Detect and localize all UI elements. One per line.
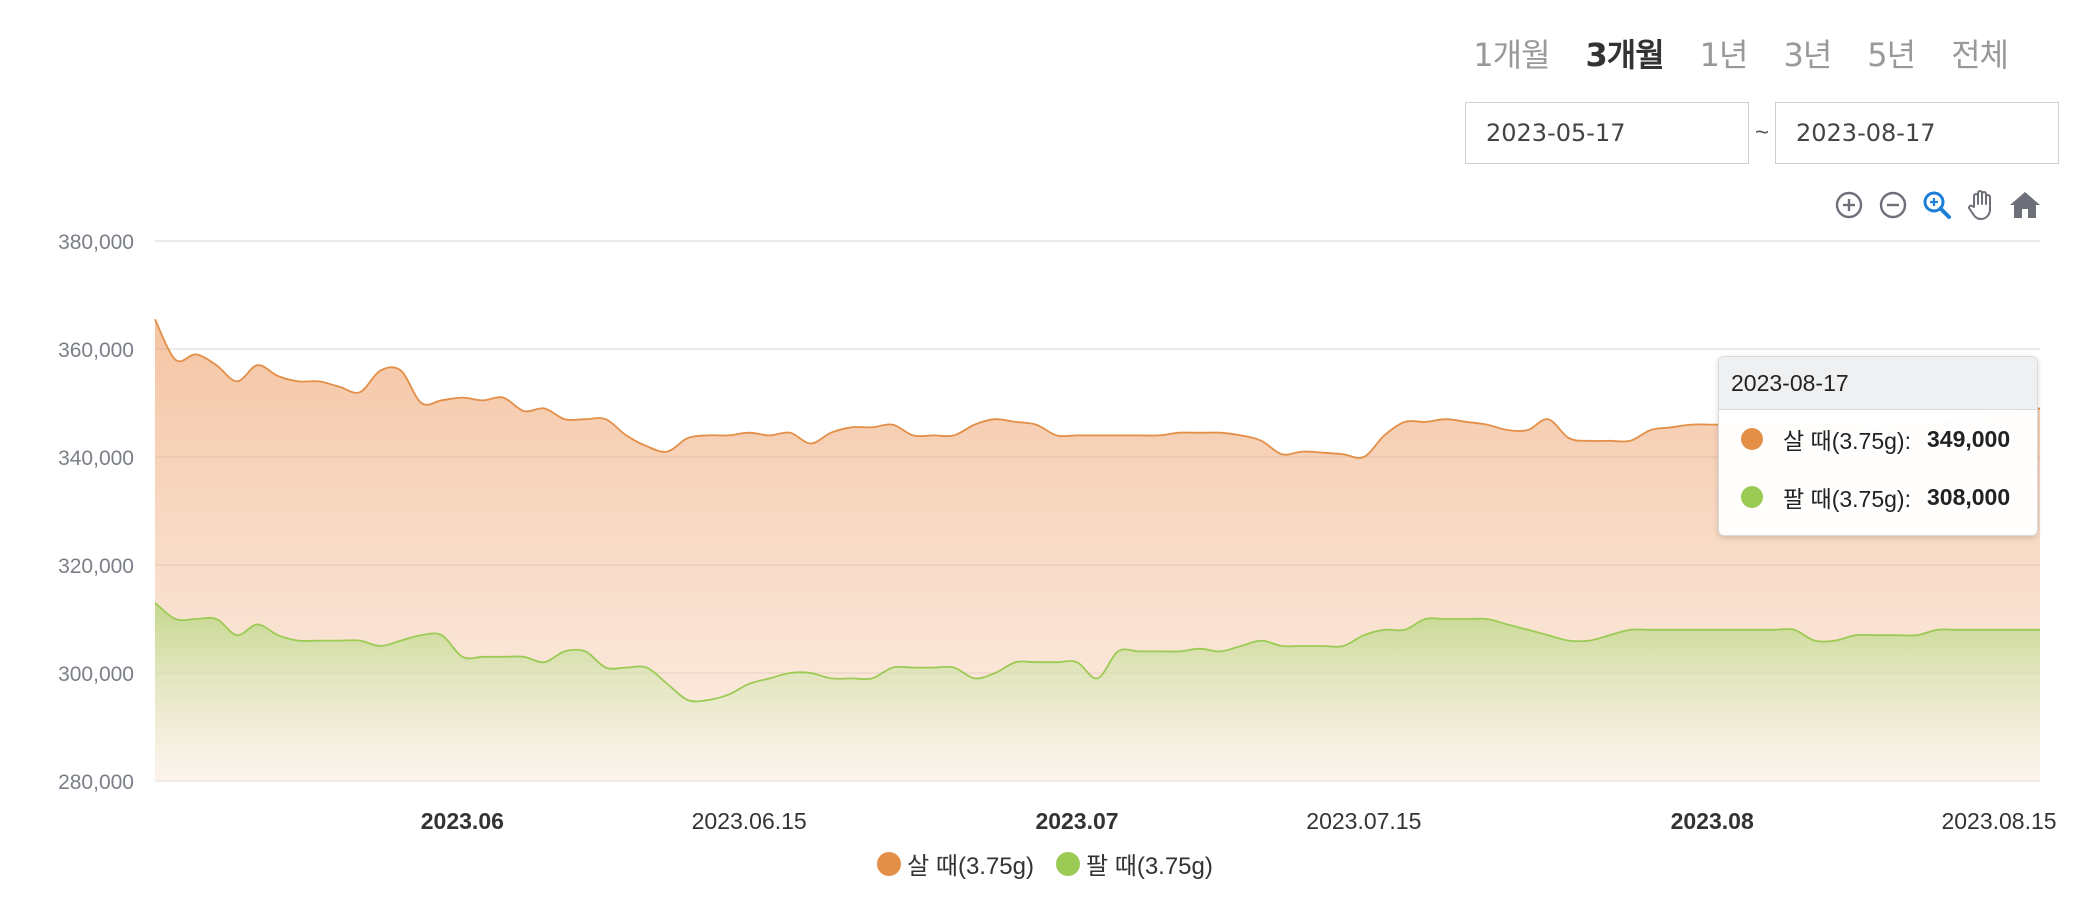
x-tick-label: 2023.07.15 [1306, 808, 1421, 834]
legend-buy-marker [877, 851, 902, 876]
period-tabs: 1개월 3개월 1년 3년 5년 전체 [1455, 30, 2026, 76]
chart-toolbar [1829, 186, 2045, 224]
period-tab-0[interactable]: 1개월 [1473, 36, 1550, 74]
y-tick-label: 340,000 [58, 447, 134, 470]
y-tick-label: 320,000 [58, 555, 134, 578]
x-tick-label: 2023.08 [1671, 808, 1754, 834]
y-axis: 380,000 360,000 340,000 320,000 300,000 280,0… [58, 231, 134, 794]
date-range: ~ [1465, 102, 2059, 164]
tooltip-sell-label: 팔 때(3.75g): [1783, 486, 1911, 512]
x-axis: 2023.06 2023.06.15 2023.07 2023.07.15 2023.0… [421, 808, 2057, 834]
period-tab-1[interactable]: 3개월 [1585, 36, 1665, 74]
tooltip-buy-value: 349,000 [1926, 425, 2011, 452]
x-tick-label: 2023.06.15 [692, 808, 807, 834]
tooltip-buy-label: 살 때(3.75g): [1783, 428, 1911, 454]
period-tab-5[interactable]: 전체 [1951, 36, 2009, 74]
tooltip-sell-value: 308,000 [1926, 483, 2011, 510]
pan-icon[interactable] [1961, 186, 2001, 224]
series-area-1 [155, 602, 2040, 781]
tooltip-row-buy: 살 때(3.75g): 349,000 [1719, 410, 2037, 468]
period-tab-4[interactable]: 5년 [1867, 36, 1916, 74]
period-tab-2[interactable]: 1년 [1699, 36, 1749, 74]
x-tick-label: 2023.06 [421, 808, 504, 834]
series-areas [154, 318, 2041, 781]
zoom-in-icon[interactable] [1829, 186, 1869, 224]
legend-item-buy[interactable]: 살 때(3.75g) [877, 846, 1034, 881]
period-tab-3[interactable]: 3년 [1783, 36, 1832, 74]
tooltip-row-sell: 팔 때(3.75g): 308,000 [1719, 468, 2037, 526]
tooltip-sell-marker [1741, 486, 1763, 508]
x-tick-label: 2023.08.15 [1941, 808, 2056, 834]
legend-buy-label: 살 때(3.75g) [907, 853, 1034, 880]
legend-item-sell[interactable]: 팔 때(3.75g) [1056, 846, 1213, 881]
selection-zoom-icon[interactable] [1917, 186, 1957, 224]
y-tick-label: 300,000 [58, 663, 134, 686]
tooltip-buy-marker [1741, 428, 1763, 450]
y-tick-label: 280,000 [58, 771, 134, 794]
data-tooltip: 2023-08-17 살 때(3.75g): 349,000 팔 때(3.75g… [1718, 356, 2038, 536]
chart-legend: 살 때(3.75g) 팔 때(3.75g) [0, 846, 2090, 881]
zoom-out-icon[interactable] [1873, 186, 1913, 224]
legend-sell-marker [1056, 851, 1080, 876]
y-tick-label: 380,000 [58, 231, 134, 254]
tooltip-date: 2023-08-17 [1719, 357, 2037, 410]
x-tick-label: 2023.07 [1035, 808, 1118, 834]
y-tick-label: 360,000 [58, 339, 134, 362]
date-range-separator: ~ [1754, 119, 1769, 146]
start-date-input[interactable] [1465, 102, 1749, 164]
legend-sell-label: 팔 때(3.75g) [1086, 853, 1213, 880]
home-icon[interactable] [2005, 186, 2045, 224]
end-date-input[interactable] [1775, 102, 2059, 164]
series-line-1 [154, 602, 2040, 703]
